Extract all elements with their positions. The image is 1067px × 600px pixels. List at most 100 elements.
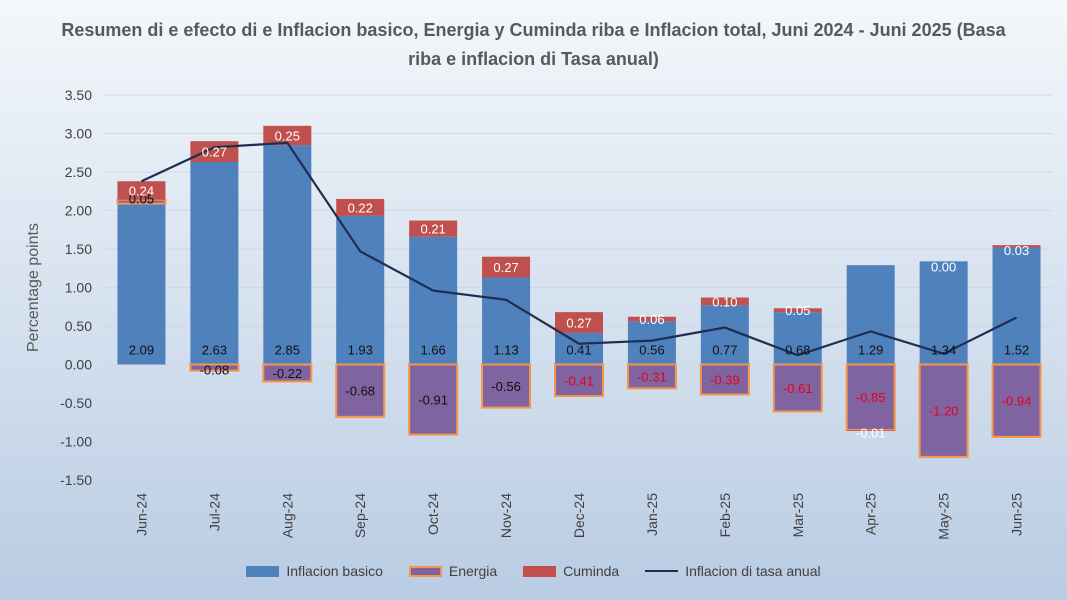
- legend-label-food: Cuminda: [563, 563, 620, 579]
- data-label-food: 0.24: [129, 183, 154, 198]
- bar-energy: [335, 363, 386, 418]
- y-axis-title: Percentage points: [25, 223, 42, 352]
- bar-energy: [408, 363, 459, 436]
- data-label-food: 0.10: [712, 294, 737, 309]
- bar-energy: [189, 363, 240, 372]
- bar-food: [700, 297, 749, 306]
- bar-core: [190, 161, 239, 365]
- bar-core: [992, 247, 1041, 365]
- legend: Inflacion basico Energia Cuminda Inflaci…: [0, 563, 1067, 579]
- data-label-food: 0.06: [639, 312, 664, 327]
- data-label-energy: -0.39: [710, 373, 740, 388]
- bar-energy: [991, 363, 1042, 438]
- legend-label-total: Inflacion di tasa anual: [685, 563, 821, 579]
- bar-energy: [772, 363, 823, 413]
- data-label-food: 0.03: [1004, 243, 1029, 258]
- y-tick-label: 0.50: [65, 318, 92, 334]
- data-label-food: 0.00: [931, 259, 956, 274]
- bar-energy: [262, 363, 313, 383]
- bar-food: [627, 316, 676, 322]
- bar-core: [700, 305, 749, 365]
- bar-core: [263, 145, 312, 365]
- legend-item-core: Inflacion basico: [246, 563, 383, 579]
- bar-energy: [554, 363, 604, 398]
- x-tick-label: Sep-24: [352, 493, 368, 538]
- data-label-energy: -0.56: [491, 379, 521, 394]
- bar-food: [117, 181, 166, 200]
- y-tick-label: 1.50: [65, 241, 92, 257]
- legend-label-energy: Energia: [448, 563, 498, 579]
- y-tick-label: 3.00: [65, 126, 92, 142]
- y-tick-label: -1.00: [60, 434, 92, 450]
- data-label-core: 1.93: [348, 343, 373, 358]
- bar-food: [263, 125, 312, 146]
- data-label-core: 2.85: [275, 343, 300, 358]
- data-label-core: 1.66: [420, 343, 445, 358]
- legend-item-food: Cuminda: [523, 563, 619, 579]
- legend-swatch-core: [246, 565, 280, 577]
- x-tick-label: Feb-25: [717, 493, 733, 538]
- bar-food: [482, 256, 531, 278]
- bar-core: [336, 215, 385, 365]
- x-tick-label: Jul-24: [206, 493, 222, 531]
- y-tick-label: 2.50: [65, 164, 92, 180]
- legend-swatch-energy: [408, 565, 442, 577]
- bar-food: [773, 308, 822, 313]
- chart-title: Resumen di e efecto di e Inflacion basic…: [61, 20, 1006, 69]
- x-tick-label: Mar-25: [790, 493, 806, 538]
- x-tick-label: May-25: [936, 493, 952, 540]
- x-tick-label: Jan-25: [644, 493, 660, 536]
- x-tick-label: Dec-24: [571, 493, 587, 538]
- bar-food: [992, 245, 1041, 248]
- bar-food: [336, 198, 385, 216]
- data-label-core: 1.52: [1004, 343, 1029, 358]
- bar-core: [846, 265, 895, 365]
- data-label-energy: -0.22: [272, 366, 302, 381]
- data-label-energy: -0.85: [856, 390, 886, 405]
- bar-energy: [626, 363, 677, 390]
- bar-core: [919, 261, 968, 365]
- legend-item-total: Inflacion di tasa anual: [645, 563, 821, 579]
- y-tick-label: 3.50: [65, 87, 92, 103]
- data-label-core: 1.29: [858, 343, 883, 358]
- data-label-energy: -0.68: [345, 384, 375, 399]
- bar-core: [117, 203, 166, 365]
- data-label-energy: -0.08: [200, 363, 230, 378]
- bar-food: [409, 220, 458, 237]
- y-tick-label: 1.00: [65, 280, 92, 296]
- data-label-energy: -0.61: [783, 381, 813, 396]
- data-label-energy: -1.20: [929, 404, 959, 419]
- data-label-core: 0.56: [639, 343, 664, 358]
- bar-food: [846, 429, 895, 431]
- data-label-food: 0.27: [493, 260, 518, 275]
- data-label-core: 0.41: [566, 343, 591, 358]
- bar-core: [627, 321, 676, 365]
- line-total-inflation: [140, 141, 1018, 357]
- y-tick-label: 0.00: [65, 357, 92, 373]
- x-tick-label: Oct-24: [425, 493, 441, 535]
- data-label-energy: -0.41: [564, 373, 594, 388]
- legend-swatch-total: [645, 570, 679, 572]
- data-label-energy: -0.94: [1002, 394, 1032, 409]
- data-label-energy: 0.05: [129, 192, 154, 207]
- legend-label-core: Inflacion basico: [286, 563, 383, 579]
- bar-core: [482, 277, 531, 365]
- y-tick-label: 2.00: [65, 203, 92, 219]
- data-label-core: 1.34: [931, 343, 956, 358]
- bar-food: [555, 312, 603, 333]
- x-tick-label: Apr-25: [863, 493, 879, 535]
- data-label-core: 2.63: [202, 343, 227, 358]
- data-label-food: 0.05: [785, 303, 810, 318]
- data-label-food: 0.27: [202, 145, 227, 160]
- bar-energy: [918, 363, 969, 458]
- x-tick-label: Jun-24: [133, 493, 149, 536]
- bar-core: [409, 236, 458, 365]
- bar-core: [555, 332, 603, 365]
- data-label-core: 2.09: [129, 343, 154, 358]
- data-label-food: 0.27: [566, 316, 591, 331]
- x-tick-label: Nov-24: [498, 493, 514, 538]
- data-label-energy: -0.31: [637, 369, 667, 384]
- bar-energy: [699, 363, 750, 396]
- legend-swatch-food: [523, 565, 557, 577]
